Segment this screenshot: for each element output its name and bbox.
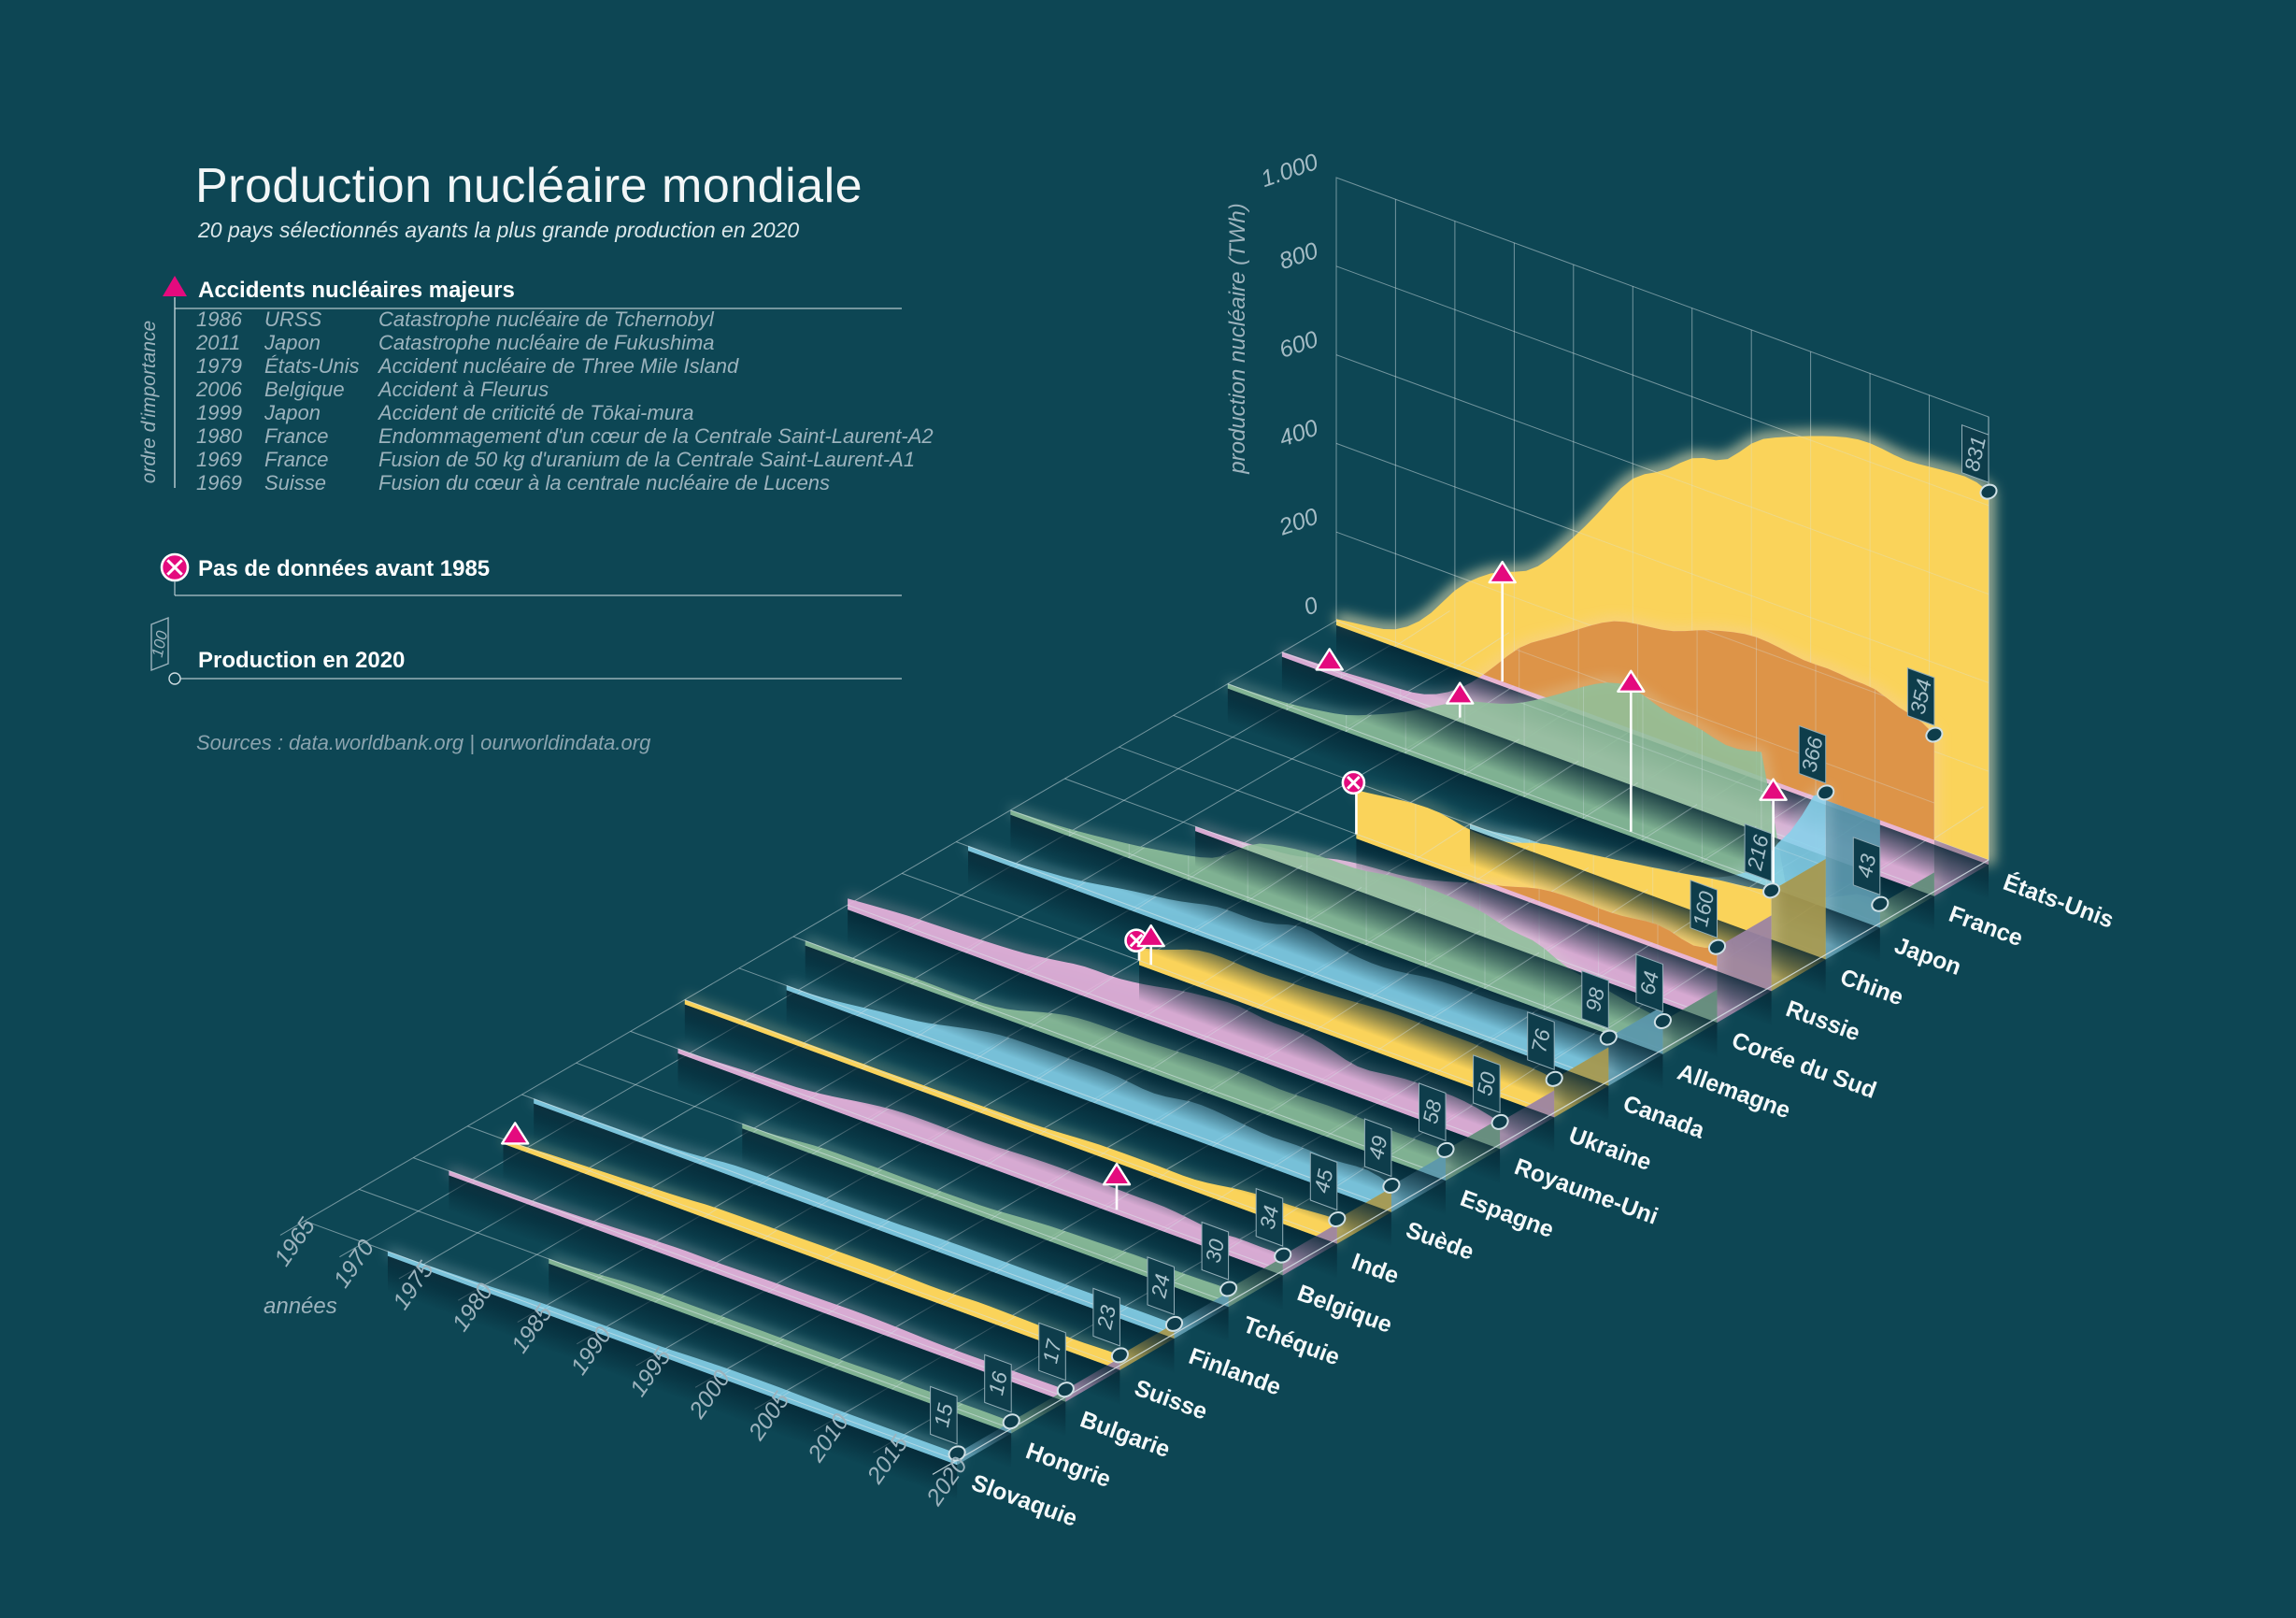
svg-text:Catastrophe nucléaire de Fukus: Catastrophe nucléaire de Fukushima bbox=[378, 331, 715, 354]
svg-text:Production en 2020: Production en 2020 bbox=[198, 648, 405, 673]
svg-text:16: 16 bbox=[984, 1369, 1012, 1397]
svg-text:1969: 1969 bbox=[196, 471, 242, 494]
svg-text:64: 64 bbox=[1635, 969, 1663, 997]
svg-text:Fusion de 50 kg d'uranium de l: Fusion de 50 kg d'uranium de la Centrale… bbox=[378, 448, 915, 471]
svg-text:58: 58 bbox=[1419, 1097, 1447, 1125]
svg-text:24: 24 bbox=[1147, 1272, 1175, 1301]
svg-text:Accident de criticité de Tōkai: Accident de criticité de Tōkai-mura bbox=[377, 401, 693, 424]
svg-text:45: 45 bbox=[1310, 1167, 1338, 1195]
svg-text:États-Unis: États-Unis bbox=[264, 354, 359, 378]
svg-text:Catastrophe nucléaire de Tcher: Catastrophe nucléaire de Tchernobyl bbox=[378, 308, 715, 331]
svg-text:2006: 2006 bbox=[195, 378, 243, 401]
svg-text:URSS: URSS bbox=[264, 308, 321, 331]
svg-text:98: 98 bbox=[1581, 985, 1609, 1013]
svg-text:Accident à Fleurus: Accident à Fleurus bbox=[377, 378, 549, 401]
svg-text:Pas de données avant 1985: Pas de données avant 1985 bbox=[198, 556, 490, 581]
svg-text:Japon: Japon bbox=[264, 401, 321, 424]
svg-text:Endommagement d'un cœur de la: Endommagement d'un cœur de la Centrale S… bbox=[378, 424, 934, 448]
svg-text:2011: 2011 bbox=[195, 331, 240, 354]
svg-text:France: France bbox=[264, 424, 328, 448]
svg-text:20 pays sélectionnés ayants la: 20 pays sélectionnés ayants la plus gran… bbox=[197, 218, 799, 242]
svg-text:43: 43 bbox=[1853, 852, 1881, 880]
svg-text:15: 15 bbox=[930, 1401, 958, 1429]
svg-text:production nucléaire (TWh): production nucléaire (TWh) bbox=[1225, 203, 1250, 474]
svg-text:1969: 1969 bbox=[196, 448, 242, 471]
svg-text:1986: 1986 bbox=[196, 308, 243, 331]
svg-text:Sources : data.worldbank.org |: Sources : data.worldbank.org | ourworldi… bbox=[196, 731, 651, 754]
svg-text:23: 23 bbox=[1092, 1303, 1120, 1332]
svg-text:Japon: Japon bbox=[264, 331, 321, 354]
svg-text:34: 34 bbox=[1256, 1204, 1284, 1232]
svg-text:années: années bbox=[264, 1294, 337, 1319]
svg-text:49: 49 bbox=[1364, 1133, 1392, 1161]
svg-text:1999: 1999 bbox=[196, 401, 242, 424]
svg-text:Belgique: Belgique bbox=[264, 378, 345, 401]
svg-text:France: France bbox=[264, 448, 328, 471]
svg-text:Accident nucléaire de Three Mi: Accident nucléaire de Three Mile Island bbox=[377, 354, 739, 378]
svg-text:Production nucléaire mondiale: Production nucléaire mondiale bbox=[195, 159, 863, 213]
svg-text:50: 50 bbox=[1473, 1069, 1501, 1097]
svg-text:Fusion du cœur à la centrale n: Fusion du cœur à la centrale nucléaire d… bbox=[378, 471, 830, 494]
svg-text:1980: 1980 bbox=[196, 424, 243, 448]
svg-text:76: 76 bbox=[1527, 1026, 1555, 1054]
svg-text:Accidents nucléaires majeurs: Accidents nucléaires majeurs bbox=[198, 278, 515, 303]
svg-text:30: 30 bbox=[1201, 1237, 1229, 1265]
svg-text:1979: 1979 bbox=[196, 354, 242, 378]
svg-text:Suisse: Suisse bbox=[264, 471, 326, 494]
svg-text:ordre d'importance: ordre d'importance bbox=[138, 321, 160, 483]
